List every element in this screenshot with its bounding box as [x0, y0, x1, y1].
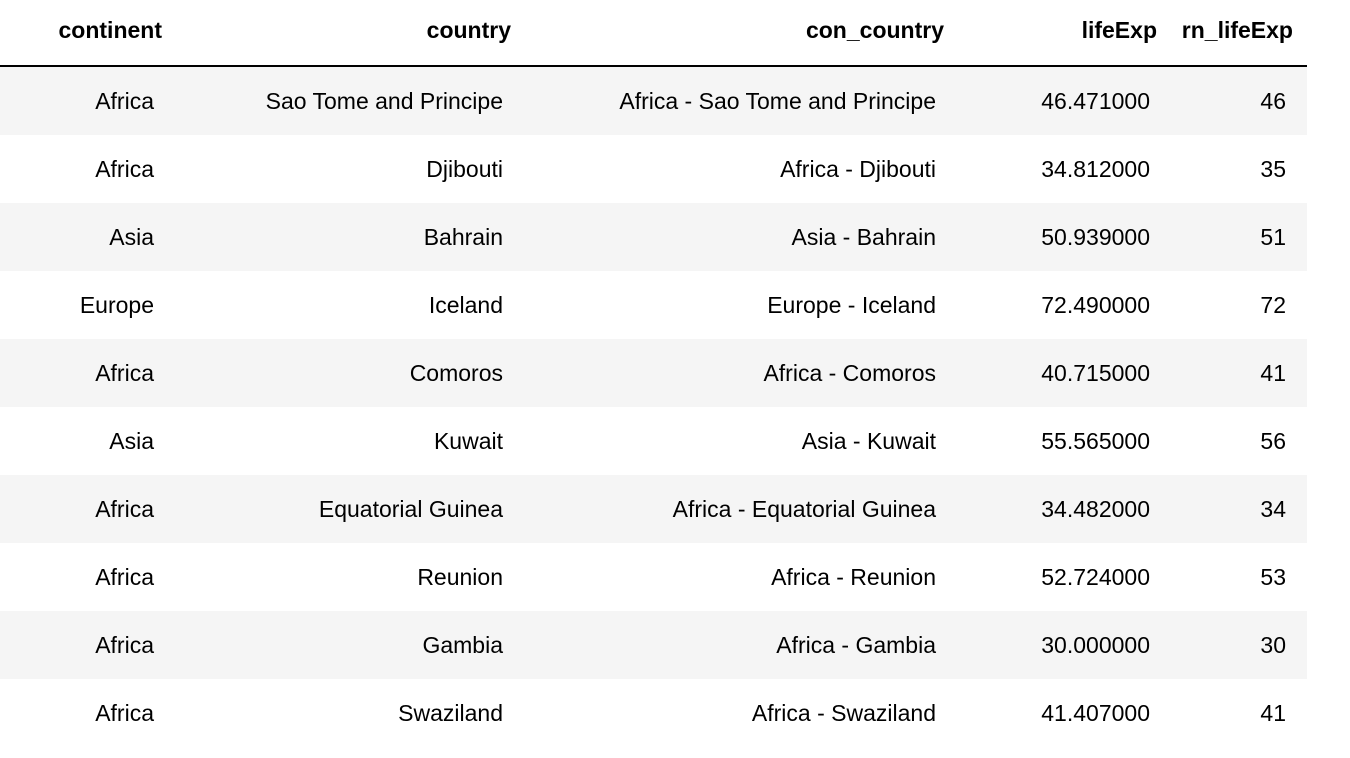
cell-continent: Africa — [95, 359, 154, 386]
cell-continent: Africa — [95, 631, 154, 658]
cell-lifeexp: 30.000000 — [1041, 631, 1150, 658]
column-header-country: country — [162, 0, 511, 67]
cell-continent: Africa — [95, 699, 154, 726]
cell-rn-lifeexp: 34 — [1260, 495, 1286, 522]
cell-rn-lifeexp: 30 — [1260, 631, 1286, 658]
column-header-con-country: con_country — [511, 0, 952, 67]
cell-continent: Asia — [109, 427, 154, 454]
cell-continent: Asia — [109, 223, 154, 250]
cell-lifeexp: 34.482000 — [1041, 495, 1150, 522]
table-body: Africa Sao Tome and Principe Africa - Sa… — [0, 66, 1307, 747]
cell-country: Djibouti — [426, 155, 503, 182]
cell-lifeexp: 50.939000 — [1041, 223, 1150, 250]
table-row: Africa Gambia Africa - Gambia 30.000000 … — [0, 611, 1307, 679]
cell-lifeexp: 40.715000 — [1041, 359, 1150, 386]
table-row: Asia Kuwait Asia - Kuwait 55.565000 56 — [0, 407, 1307, 475]
cell-continent: Africa — [95, 155, 154, 182]
cell-rn-lifeexp: 51 — [1260, 223, 1286, 250]
column-header-continent: continent — [0, 0, 162, 67]
cell-rn-lifeexp: 41 — [1260, 359, 1286, 386]
cell-con-country: Africa - Swaziland — [751, 699, 936, 726]
cell-country: Reunion — [417, 563, 503, 590]
cell-continent: Africa — [95, 495, 154, 522]
cell-rn-lifeexp: 35 — [1260, 155, 1286, 182]
cell-rn-lifeexp: 56 — [1260, 427, 1286, 454]
cell-con-country: Africa - Djibouti — [780, 155, 936, 182]
cell-continent: Africa — [95, 87, 154, 114]
cell-country: Iceland — [428, 291, 503, 318]
column-header-rn-lifeexp: rn_lifeExp — [1169, 0, 1307, 67]
column-header-lifeexp: lifeExp — [952, 0, 1169, 67]
cell-country: Sao Tome and Principe — [265, 87, 503, 114]
table-row: Europe Iceland Europe - Iceland 72.49000… — [0, 271, 1307, 339]
cell-con-country: Africa - Comoros — [763, 359, 936, 386]
table-row: Africa Reunion Africa - Reunion 52.72400… — [0, 543, 1307, 611]
cell-con-country: Africa - Sao Tome and Principe — [619, 87, 936, 114]
cell-con-country: Europe - Iceland — [767, 291, 936, 318]
table-header: continent country con_country lifeExp rn… — [0, 0, 1307, 67]
table-row: Africa Comoros Africa - Comoros 40.71500… — [0, 339, 1307, 407]
cell-lifeexp: 52.724000 — [1041, 563, 1150, 590]
cell-lifeexp: 72.490000 — [1041, 291, 1150, 318]
header-row: continent country con_country lifeExp rn… — [0, 0, 1307, 67]
cell-country: Equatorial Guinea — [318, 495, 503, 522]
cell-continent: Europe — [79, 291, 154, 318]
cell-country: Gambia — [422, 631, 503, 658]
cell-lifeexp: 55.565000 — [1041, 427, 1150, 454]
cell-lifeexp: 34.812000 — [1041, 155, 1150, 182]
table-row: Africa Sao Tome and Principe Africa - Sa… — [0, 66, 1307, 135]
cell-country: Bahrain — [423, 223, 503, 250]
table-row: Africa Equatorial Guinea Africa - Equato… — [0, 475, 1307, 543]
cell-con-country: Africa - Gambia — [776, 631, 936, 658]
dataframe-table: continent country con_country lifeExp rn… — [0, 0, 1307, 747]
cell-continent: Africa — [95, 563, 154, 590]
cell-rn-lifeexp: 41 — [1260, 699, 1286, 726]
cell-country: Swaziland — [398, 699, 503, 726]
cell-con-country: Asia - Kuwait — [801, 427, 936, 454]
table-row: Africa Swaziland Africa - Swaziland 41.4… — [0, 679, 1307, 747]
cell-con-country: Africa - Reunion — [771, 563, 936, 590]
cell-country: Kuwait — [433, 427, 503, 454]
cell-rn-lifeexp: 46 — [1260, 87, 1286, 114]
cell-con-country: Africa - Equatorial Guinea — [672, 495, 936, 522]
table-row: Africa Djibouti Africa - Djibouti 34.812… — [0, 135, 1307, 203]
cell-lifeexp: 41.407000 — [1041, 699, 1150, 726]
cell-rn-lifeexp: 53 — [1260, 563, 1286, 590]
cell-con-country: Asia - Bahrain — [791, 223, 936, 250]
cell-country: Comoros — [409, 359, 503, 386]
cell-rn-lifeexp: 72 — [1260, 291, 1286, 318]
table-row: Asia Bahrain Asia - Bahrain 50.939000 51 — [0, 203, 1307, 271]
cell-lifeexp: 46.471000 — [1041, 87, 1150, 114]
